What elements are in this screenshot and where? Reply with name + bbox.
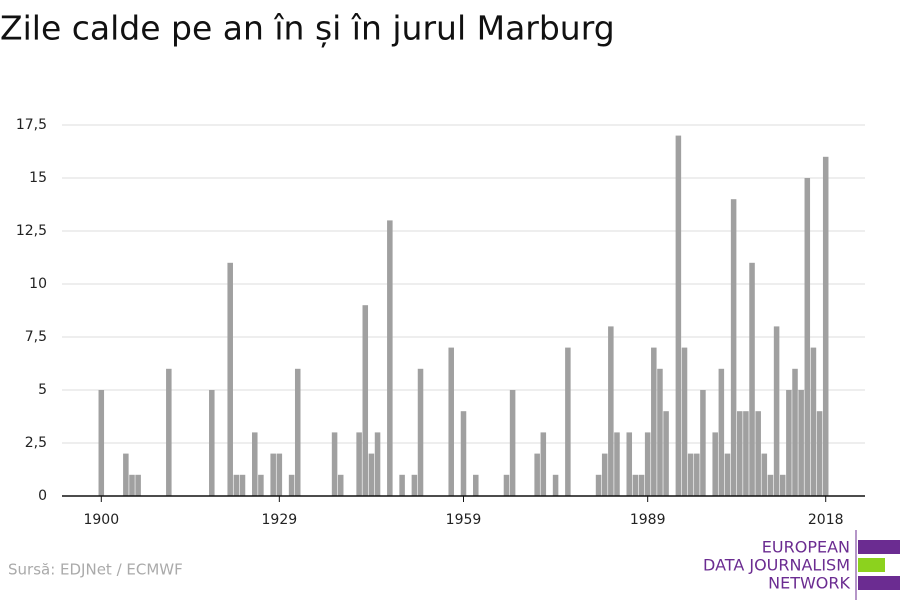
bar (779, 474, 786, 496)
bar (657, 368, 663, 496)
logo-text: DATA JOURNALISM (703, 556, 850, 575)
bar (614, 432, 620, 496)
bar (687, 453, 694, 496)
bar (773, 326, 780, 496)
logo-text: EUROPEAN (762, 538, 850, 557)
bar (331, 432, 338, 496)
bar (362, 305, 369, 496)
y-tick-label: 17,5 (16, 117, 47, 133)
bar (374, 432, 381, 496)
source: Sursă: EDJNet / ECMWF (8, 561, 183, 579)
bar (368, 453, 375, 496)
bar (540, 432, 547, 496)
bar (718, 368, 725, 496)
bar (681, 347, 688, 496)
logo-bar (858, 576, 900, 590)
bar (736, 411, 743, 496)
x-tick-label: 1989 (630, 512, 666, 528)
bar (644, 432, 651, 496)
bar (534, 453, 540, 496)
bar (209, 390, 215, 496)
bar (730, 199, 737, 496)
bar (810, 347, 817, 496)
bar (743, 411, 749, 496)
bar (448, 347, 454, 496)
bar (288, 474, 295, 496)
x-tick-label: 2018 (808, 512, 844, 528)
x-tick-label: 1900 (83, 512, 119, 528)
bar (356, 432, 362, 496)
bar (565, 347, 571, 496)
y-tick-label: 5 (38, 382, 47, 398)
logo-bar (858, 558, 885, 572)
x-tick-label: 1959 (446, 512, 482, 528)
bar (822, 156, 829, 497)
x-tick-label: 1929 (262, 512, 298, 528)
bar (663, 411, 669, 496)
chart-title: Zile calde pe an în și în jurul Marburg (0, 9, 615, 48)
y-tick-label: 0 (38, 488, 47, 504)
bar (258, 474, 264, 496)
bar (601, 453, 608, 496)
bar (227, 262, 233, 496)
bar (233, 474, 240, 496)
bar (135, 474, 141, 496)
bar (767, 474, 774, 496)
bar (798, 390, 804, 496)
bar (761, 453, 768, 496)
bar (123, 453, 129, 496)
bar (411, 474, 418, 496)
bar (626, 432, 633, 496)
bar (675, 135, 682, 496)
bar (503, 474, 510, 496)
bar (276, 453, 283, 496)
y-tick-label: 2,5 (25, 435, 47, 451)
bar (749, 262, 755, 496)
y-tick-label: 10 (29, 276, 47, 292)
logo-text: NETWORK (768, 574, 850, 593)
bar (270, 453, 276, 496)
bar (252, 432, 258, 496)
bar (632, 474, 639, 496)
bar (294, 368, 301, 496)
bar (387, 220, 393, 496)
bar (460, 411, 467, 496)
bar (608, 326, 614, 496)
bar (792, 368, 798, 496)
y-tick-label: 7,5 (25, 329, 47, 345)
bar (166, 368, 172, 496)
bar (399, 474, 405, 496)
bar (804, 178, 811, 496)
bar (755, 411, 761, 496)
bar (417, 368, 424, 496)
bar (700, 390, 706, 496)
bar (98, 390, 105, 496)
bar (473, 474, 479, 496)
bar (129, 474, 135, 496)
bar (638, 474, 645, 496)
bar (816, 411, 823, 496)
bar (337, 474, 344, 496)
bar (509, 390, 516, 496)
y-tick-label: 15 (29, 170, 47, 186)
bar (786, 390, 792, 496)
bar (552, 474, 559, 496)
logo-bar (858, 540, 900, 554)
bar (712, 432, 718, 496)
bar (651, 347, 657, 496)
bar (595, 474, 602, 496)
y-tick-label: 12,5 (16, 223, 47, 239)
bar (724, 453, 731, 496)
bar (694, 453, 700, 496)
bar (239, 474, 246, 496)
